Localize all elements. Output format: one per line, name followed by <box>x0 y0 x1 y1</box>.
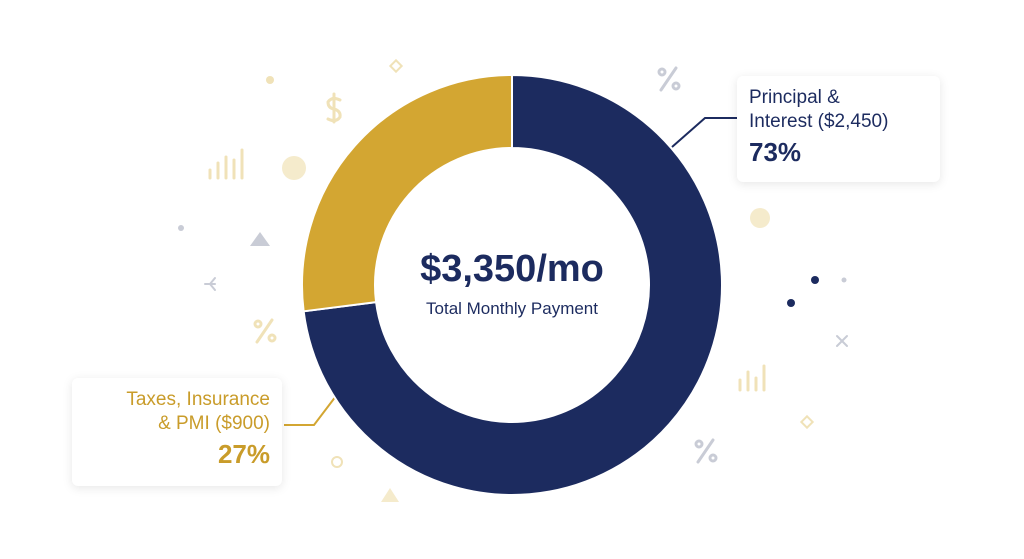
percent-icon <box>657 66 681 92</box>
cross-icon <box>204 277 216 291</box>
decorations <box>178 58 848 502</box>
category-label: Principal & Interest ($2,450) <box>749 87 889 132</box>
percent-icon <box>253 318 277 344</box>
center-label: Total Monthly Payment <box>426 299 598 318</box>
coin-icon <box>282 156 306 180</box>
x-icon <box>836 335 848 347</box>
dot <box>178 225 184 231</box>
donut <box>301 73 723 496</box>
donut-segment <box>301 73 513 313</box>
dot <box>841 277 847 283</box>
dot <box>811 276 819 284</box>
ring <box>331 456 343 468</box>
dot <box>266 76 274 84</box>
connector <box>671 117 737 148</box>
triangle <box>250 232 270 246</box>
bars-icon <box>208 148 244 180</box>
label-box: Principal & Interest ($2,450) 73% <box>737 76 940 182</box>
donut-segment <box>302 73 723 496</box>
diamond <box>388 58 404 74</box>
category-label: Taxes, Insurance & PMI ($900) <box>126 389 270 434</box>
diamond <box>799 414 815 430</box>
triangle <box>381 488 399 502</box>
value-label: 73% <box>749 137 802 167</box>
center-value: $3,350/mo <box>420 248 604 290</box>
pie-icon <box>750 208 770 228</box>
label-box: Taxes, Insurance & PMI ($900) 27% <box>72 378 282 486</box>
value-label: 27% <box>217 439 270 469</box>
dollar-icon <box>326 92 342 124</box>
percent-icon <box>694 438 718 464</box>
dot <box>787 299 795 307</box>
connector <box>284 395 337 426</box>
bars-icon <box>738 364 766 392</box>
